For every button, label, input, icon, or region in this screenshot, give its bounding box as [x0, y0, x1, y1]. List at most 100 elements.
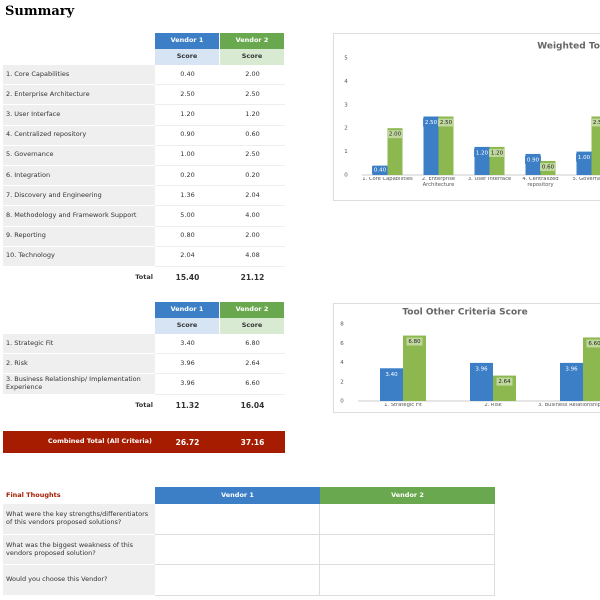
final-title: Final Thoughts: [6, 490, 61, 499]
value-label: 6.80: [408, 339, 421, 345]
value-label: 6.60: [588, 341, 600, 347]
y-tick-label: 0: [344, 173, 348, 179]
combined-label: Combined Total (All Criteria): [3, 431, 155, 453]
combined-vendor2: 37.16: [220, 431, 285, 453]
value-label: 2.64: [498, 379, 511, 385]
bar: [403, 335, 426, 401]
question: Would you choose this Vendor?: [3, 565, 155, 597]
value-label-bg: [525, 155, 541, 164]
y-tick-label: 8: [340, 322, 344, 328]
answer-cell: [155, 504, 320, 535]
value-label: 0.40: [374, 168, 387, 174]
value-label: 2.50: [593, 120, 600, 126]
vendor2-score: 0.60: [220, 126, 285, 146]
answer-cell: [155, 565, 320, 597]
bar: [438, 116, 454, 175]
criteria-label: 10. Technology: [3, 246, 155, 267]
criteria-label: 8. Methodology and Framework Support: [3, 206, 155, 227]
x-label-box: 1. Strategic Fit: [384, 403, 422, 408]
criteria-label: 2. Enterprise Architecture: [3, 85, 155, 106]
vendor2-score: 4.08: [220, 247, 285, 267]
value-label-bg: [489, 148, 505, 157]
vendor2-score: 2.50: [220, 85, 285, 106]
value-label-bg: [563, 364, 580, 373]
vendor1-score: 0.40: [155, 65, 220, 86]
value-label-bg: [423, 118, 439, 127]
vendor1-score: 0.80: [155, 227, 220, 247]
bar: [583, 337, 600, 401]
value-label: 0.60: [542, 164, 555, 170]
vendor1-score: 1.00: [155, 146, 220, 166]
vendor2-total: 16.04: [240, 401, 265, 410]
y-tick-label: 4: [344, 79, 348, 85]
vendor2-score: 2.00: [220, 227, 285, 247]
vendor-header: Vendor 1: [155, 302, 220, 318]
total-label: Total: [135, 272, 153, 281]
value-label-bg: [372, 166, 388, 174]
criteria-label: 9. Reporting: [3, 226, 155, 247]
vendor1-score: 3.96: [155, 374, 220, 395]
criteria-label: 4. Centralized repository: [3, 125, 155, 146]
value-label-bg: [474, 148, 490, 157]
y-tick-label: 3: [344, 102, 348, 108]
x-tick-label: 4. Centralized repository: [522, 177, 559, 188]
vendor2-score: 1.20: [220, 105, 285, 126]
question: What was the biggest weakness of this ve…: [3, 534, 155, 566]
vendor-header: Vendor 2: [220, 302, 285, 318]
criteria-label: 6. Integration: [3, 166, 155, 187]
y-tick-label: 2: [344, 126, 348, 132]
criteria-label: 2. Risk: [3, 354, 155, 374]
vendor1-score: 3.40: [155, 334, 220, 354]
vendor2-score: 6.80: [220, 334, 285, 354]
value-label-bg: [438, 118, 454, 127]
y-tick-label: 1: [344, 149, 348, 155]
y-tick-label: 6: [340, 341, 344, 347]
value-label: 2.00: [389, 132, 402, 138]
score-header: Score: [220, 49, 285, 65]
criteria-label: 3. Business Relationship/ Implementation…: [3, 374, 155, 395]
value-label: 3.96: [475, 366, 488, 372]
chart-title: Weighted To: [537, 42, 600, 52]
x-tick-label: 2. Enterprise Architecture: [421, 177, 456, 188]
bar: [591, 116, 600, 175]
value-label-bg: [406, 337, 423, 346]
value-label: 2.50: [440, 120, 453, 126]
vendor2-score: 2.04: [220, 186, 285, 207]
value-label: 0.90: [527, 157, 540, 163]
vendor-header: Vendor 1: [155, 33, 220, 49]
y-tick-label: 4: [340, 360, 344, 366]
vendor1-total: 15.40: [175, 273, 200, 282]
vendor1-score: 0.90: [155, 126, 220, 146]
label-column-bg: [3, 33, 155, 65]
x-label-box: 2. Risk: [484, 403, 501, 408]
chart-frame: [333, 303, 600, 413]
value-label: 3.96: [565, 366, 578, 372]
vendor2-score: 2.50: [220, 146, 285, 166]
chart-title: Tool Other Criteria Score: [402, 308, 527, 318]
vendor1-score: 2.50: [155, 85, 220, 106]
x-label-box: 5. Governance: [573, 177, 600, 182]
x-label-box: 3. Business Relationship/ Implementation: [538, 403, 600, 408]
y-tick-label: 2: [340, 379, 344, 385]
vendor1-score: 0.20: [155, 166, 220, 187]
question: What were the key strengths/differentiat…: [3, 504, 155, 535]
x-tick-label: 1. Strategic Fit: [384, 403, 422, 408]
answer-cell: [320, 504, 495, 535]
vendor1-score: 2.04: [155, 247, 220, 267]
value-label: 1.00: [578, 155, 591, 161]
vendor1-total: 11.32: [175, 401, 200, 410]
criteria-label: 5. Governance: [3, 145, 155, 166]
value-label: 2.50: [425, 120, 438, 126]
vendor-header: Vendor 2: [220, 33, 285, 49]
y-tick-label: 5: [344, 56, 348, 62]
score-header: Score: [155, 49, 220, 65]
value-label-bg: [576, 153, 592, 162]
label-column-bg: [3, 302, 155, 334]
total-label: Total: [135, 400, 153, 409]
vendor2-score: 2.64: [220, 354, 285, 374]
bar: [423, 116, 439, 175]
chart: Weighted To 0 1 2 3 4 5 1. Core Capabilities 0.4…: [333, 33, 600, 201]
vendor2-score: 2.00: [220, 65, 285, 86]
combined-vendor1: 26.72: [155, 431, 220, 453]
